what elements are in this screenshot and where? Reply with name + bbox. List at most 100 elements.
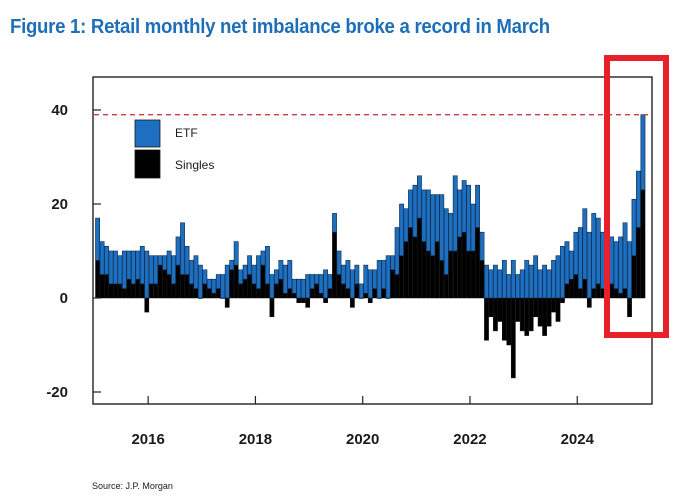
bar-singles (184, 274, 190, 299)
bar-singles (274, 283, 279, 299)
y-tick-label: 20 (51, 196, 68, 213)
bar-etf (318, 274, 324, 294)
bar-etf (591, 213, 597, 289)
bar-etf (434, 194, 440, 242)
bar-etf (153, 255, 159, 285)
bar-etf (484, 264, 489, 299)
bar-etf (256, 255, 261, 289)
bar-etf (113, 250, 118, 285)
bar-etf (448, 213, 454, 252)
bar-singles (126, 278, 132, 299)
bar-etf (220, 274, 226, 299)
bar-etf (215, 274, 221, 289)
bar-etf (542, 264, 547, 299)
bar-singles (488, 297, 494, 318)
bar-singles (211, 293, 217, 299)
bar-etf (139, 246, 145, 285)
bar-etf (618, 236, 623, 294)
bar-singles (408, 227, 413, 299)
bar-etf (421, 189, 427, 242)
bar-singles (479, 260, 485, 299)
bar-singles (202, 283, 208, 299)
bar-singles (591, 288, 597, 299)
bar-singles (560, 297, 565, 303)
bar-etf (354, 264, 360, 285)
bar-singles (131, 283, 136, 299)
bar-etf (488, 269, 494, 299)
bar-etf (524, 260, 530, 299)
bar-singles (609, 283, 614, 299)
bar-singles (506, 297, 512, 346)
bar-etf (242, 264, 248, 280)
bar-singles (332, 231, 337, 299)
bar-etf (560, 246, 565, 299)
bar-singles (618, 293, 623, 299)
bar-etf (157, 255, 163, 266)
bar-singles (546, 297, 552, 327)
bar-singles (135, 278, 141, 299)
legend-swatch-singles (134, 149, 161, 179)
figure-title: Figure 1: Retail monthly net imbalance b… (10, 16, 550, 38)
bar-etf (211, 278, 217, 294)
bar-etf (282, 264, 288, 294)
bar-singles (233, 264, 239, 299)
bar-singles (341, 283, 346, 299)
bar-singles (327, 288, 333, 299)
bar-etf (358, 283, 364, 299)
bar-etf (247, 255, 252, 275)
legend-swatch-etf (134, 119, 161, 148)
bar-singles (475, 227, 480, 299)
bar-singles (448, 250, 454, 299)
bar-etf (403, 208, 409, 242)
bar-etf (609, 236, 615, 285)
bar-etf (582, 208, 588, 280)
bar-singles (104, 274, 109, 299)
bar-etf (238, 269, 244, 285)
bar-etf (372, 269, 378, 289)
bar-etf (546, 269, 552, 299)
x-axis: 2016 2018 2020 2022 2024 (131, 396, 595, 448)
bar-etf (577, 227, 583, 289)
bar-etf (376, 260, 382, 299)
bar-etf (175, 236, 181, 266)
bar-etf (640, 114, 646, 191)
bar-etf (117, 255, 123, 285)
bar-singles (224, 297, 230, 308)
bar-etf (95, 217, 100, 261)
bar-singles (207, 288, 212, 299)
bar-etf (430, 194, 436, 257)
y-tick-label: 40 (51, 102, 68, 119)
bar-singles (260, 264, 266, 299)
bar-singles (256, 288, 261, 299)
bar-etf (412, 184, 418, 238)
bar-singles (466, 250, 471, 299)
bar-etf (135, 250, 141, 280)
bar-etf (327, 274, 333, 289)
bar-etf (497, 269, 503, 299)
bar-etf (385, 255, 391, 299)
bar-etf (519, 269, 525, 299)
bar-etf (394, 227, 400, 275)
bar-etf (122, 250, 127, 289)
bar-singles (318, 293, 324, 299)
bar-etf (408, 189, 413, 228)
bar-etf (613, 241, 619, 289)
bar-singles (144, 297, 150, 313)
bar-etf (166, 250, 172, 275)
bar-etf (305, 274, 311, 299)
bar-etf (461, 180, 467, 233)
bar-etf (537, 269, 543, 299)
bar-etf (130, 250, 136, 285)
bar-singles (166, 274, 172, 299)
bar-etf (425, 189, 431, 252)
bar-etf (189, 260, 194, 285)
bar-singles (537, 297, 543, 327)
bar-singles (555, 297, 561, 322)
bar-etf (309, 274, 315, 289)
bar-singles (578, 288, 583, 299)
bar-etf (99, 241, 105, 275)
bar-etf (144, 250, 150, 299)
bar-etf (332, 213, 337, 233)
bar-etf (475, 184, 480, 228)
bar-singles (175, 264, 181, 299)
